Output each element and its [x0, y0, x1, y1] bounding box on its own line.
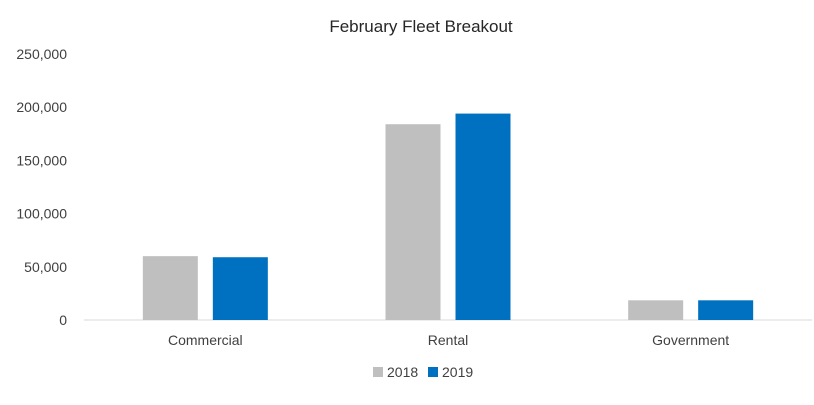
- bar-2018-commercial: [142, 256, 198, 320]
- y-tick-label: 250,000: [16, 46, 67, 62]
- legend-swatch-2019: [428, 367, 438, 377]
- legend: 2018 2019: [373, 364, 473, 380]
- chart-title: February Fleet Breakout: [329, 17, 513, 36]
- y-tick-label: 150,000: [16, 152, 67, 168]
- legend-swatch-2018: [373, 367, 383, 377]
- legend-label: 2019: [442, 364, 473, 380]
- legend-label: 2018: [387, 364, 418, 380]
- x-tick-label: Government: [652, 332, 729, 348]
- bar-2018-government: [628, 300, 684, 320]
- y-tick-label: 50,000: [24, 259, 67, 275]
- bar-2019-commercial: [212, 257, 268, 320]
- bar-2019-government: [698, 300, 754, 320]
- y-axis-ticks: 0 50,000 100,000 150,000 200,000 250,000: [16, 46, 67, 328]
- bar-2018-rental: [385, 124, 441, 320]
- x-tick-label: Rental: [428, 332, 468, 348]
- y-tick-label: 0: [59, 312, 67, 328]
- y-tick-label: 100,000: [16, 206, 67, 222]
- x-tick-label: Commercial: [168, 332, 243, 348]
- bar-2019-rental: [455, 113, 511, 320]
- y-tick-label: 200,000: [16, 99, 67, 115]
- x-axis-labels: Commercial Rental Government: [168, 332, 729, 348]
- bars-group: [142, 113, 754, 320]
